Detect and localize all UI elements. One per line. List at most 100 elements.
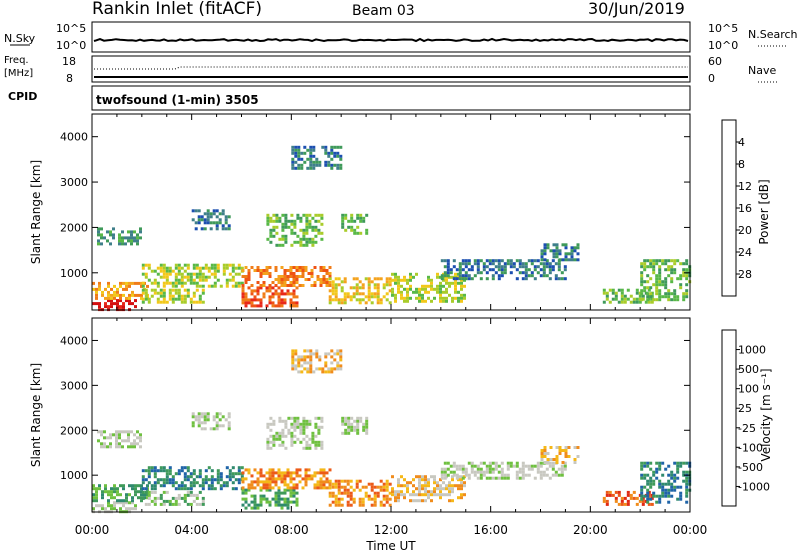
heatmap-cell [515,476,519,480]
beam-title: Beam 03 [352,3,415,19]
heatmap-cell [355,277,359,281]
heatmap-cell [518,262,522,266]
heatmap-cell [316,486,320,490]
heatmap-cell [412,275,415,279]
heatmap-cell [337,497,341,501]
heatmap-cell [427,490,430,494]
heatmap-cell [118,445,121,449]
heatmap-cell [109,433,112,437]
heatmap-cell [611,297,615,301]
heatmap-cell [605,502,609,506]
heatmap-cell [265,289,269,293]
heatmap-cell [336,163,340,167]
heatmap-cell [159,263,163,267]
x-tick-label: 00:00 [75,523,110,537]
heatmap-cell [388,277,392,281]
heatmap-cell [262,483,266,487]
heatmap-cell [127,445,130,449]
heatmap-cell [168,472,172,476]
heatmap-cell [352,295,356,299]
heatmap-cell [576,246,580,250]
heatmap-cell [555,246,559,250]
heatmap-cell [147,481,151,485]
heatmap-cell [503,262,507,266]
heatmap-cell [250,494,254,498]
heatmap-cell [400,484,403,488]
colorbar-tick-label: 24 [738,246,752,259]
heatmap-cell [349,497,353,501]
heatmap-cell [113,290,116,294]
heatmap-cell [554,277,558,281]
heatmap-cell [442,296,445,300]
heatmap-cell [141,487,145,491]
heatmap-cell [183,496,187,500]
heatmap-cell [116,305,119,309]
heatmap-cell [602,288,606,292]
heatmap-cell [272,434,276,438]
heatmap-cell [227,427,231,431]
heatmap-cell [159,478,163,482]
heatmap-cell [324,364,328,368]
heatmap-cell [125,287,128,291]
heatmap-cell [227,424,231,428]
heatmap-cell [638,300,642,304]
heatmap-cell [280,477,284,481]
heatmap-cell [491,262,495,266]
heatmap-cell [97,227,100,231]
heatmap-cell [682,262,686,266]
heatmap-cell [655,494,659,498]
heatmap-cell [394,499,397,503]
heatmap-cell [397,287,400,291]
heatmap-cell [286,468,290,472]
heatmap-cell [397,284,400,288]
heatmap-cell [144,469,148,473]
heatmap-cell [552,249,556,253]
heatmap-cell [253,269,257,272]
heatmap-cell [358,503,362,507]
heatmap-cell [667,500,671,504]
heatmap-cell [268,500,272,504]
heatmap-cell [661,280,665,284]
heatmap-cell [679,277,683,281]
heatmap-cell [515,277,519,281]
heatmap-cell [409,296,412,300]
heatmap-cell [309,367,313,371]
heatmap-cell [439,496,442,500]
heatmap-cell [512,262,516,266]
heatmap-cell [197,209,201,213]
heatmap-cell [548,464,552,468]
heatmap-cell [328,468,332,472]
heatmap-cell [192,472,196,476]
heatmap-cell [195,288,199,292]
heatmap-cell [451,296,454,300]
heatmap-cell [673,268,677,272]
heatmap-cell [300,157,304,161]
heatmap-cell [476,464,480,468]
heatmap-cell [189,272,193,276]
heatmap-cell [664,286,668,290]
heatmap-cell [356,416,360,420]
heatmap-cell [271,480,275,484]
heatmap-cell [192,263,196,267]
heatmap-cell [322,281,326,284]
heatmap-cell [430,278,433,282]
heatmap-cell [201,275,205,279]
heatmap-cell [470,277,474,281]
heatmap-cell [156,478,160,482]
heatmap-cell [92,507,95,511]
heatmap-cell [301,477,305,481]
heatmap-cell [370,295,374,299]
heatmap-cell [421,299,424,303]
heatmap-cell [281,419,285,423]
heatmap-cell [269,428,273,432]
heatmap-cell [427,484,430,488]
heatmap-cell [503,473,507,477]
heatmap-cell [201,266,205,270]
heatmap-cell [312,370,316,374]
heatmap-cell [295,278,299,281]
heatmap-cell [436,287,439,291]
heatmap-cell [310,474,314,478]
heatmap-cell [291,367,295,371]
heatmap-cell [305,216,309,220]
heatmap-cell [549,249,553,253]
